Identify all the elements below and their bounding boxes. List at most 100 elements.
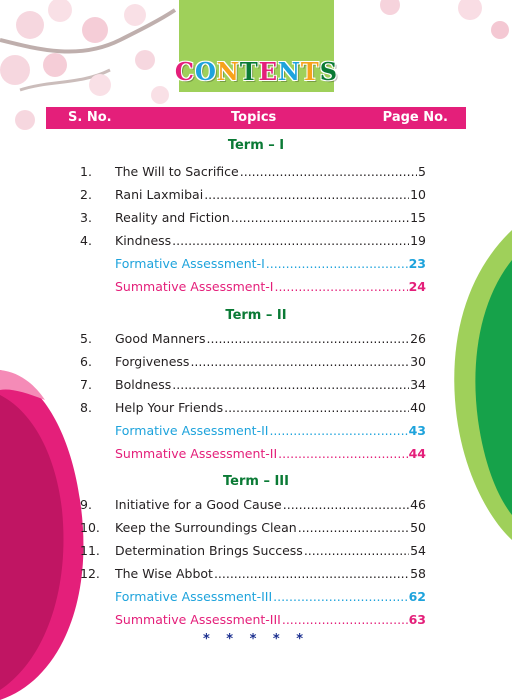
toc-row[interactable]: 6. Forgiveness .........................… — [80, 354, 426, 372]
toc-row-formative[interactable]: Formative Assessment-II ................… — [80, 423, 426, 441]
row-page: 30 — [410, 354, 426, 369]
row-page: 23 — [408, 256, 426, 271]
row-number: 3. — [80, 210, 92, 225]
dot-leader: ........................................… — [239, 164, 417, 179]
row-number: 11. — [80, 543, 100, 558]
toc-row-formative[interactable]: Formative Assessment-III ...............… — [80, 589, 426, 607]
toc-row[interactable]: 9. Initiative for a Good Cause .........… — [80, 497, 426, 515]
row-number: 5. — [80, 331, 92, 346]
toc-row-formative[interactable]: Formative Assessment-I .................… — [80, 256, 426, 274]
toc-row[interactable]: 4. Kindness ............................… — [80, 233, 426, 251]
blossom-branch-illustration — [0, 0, 177, 130]
row-number: 2. — [80, 187, 92, 202]
row-number: 7. — [80, 377, 92, 392]
row-page: 19 — [410, 233, 426, 248]
row-page: 10 — [410, 187, 426, 202]
row-topic: Summative Assessment-I — [115, 279, 274, 294]
row-number: 9. — [80, 497, 92, 512]
row-number: 1. — [80, 164, 92, 179]
row-page: 58 — [410, 566, 426, 581]
dot-leader: ........................................… — [172, 377, 409, 392]
dot-leader: ........................................… — [297, 520, 409, 535]
row-topic: Reality and Fiction — [115, 210, 230, 225]
dot-leader: ........................................… — [224, 400, 410, 415]
row-topic: Determination Brings Success — [115, 543, 303, 558]
toc-row-summative[interactable]: Summative Assessment-II ................… — [80, 446, 426, 464]
dot-leader: ........................................… — [230, 210, 409, 225]
toc-row-summative[interactable]: Summative Assessment-III ...............… — [80, 612, 426, 630]
toc-row-summative[interactable]: Summative Assessment-I .................… — [80, 279, 426, 297]
dot-leader: ........................................… — [278, 446, 407, 461]
row-topic: Formative Assessment-I — [115, 256, 265, 271]
row-topic: Forgiveness — [115, 354, 190, 369]
row-topic: Formative Assessment-II — [115, 423, 269, 438]
dot-leader: ........................................… — [269, 423, 407, 438]
dot-leader: ........................................… — [190, 354, 409, 369]
dot-leader: ........................................… — [204, 187, 409, 202]
title-letter: N — [216, 57, 240, 86]
row-page: 50 — [410, 520, 426, 535]
table-header: S. No. Topics Page No. — [46, 107, 466, 129]
title-letter: O — [194, 57, 217, 86]
dot-leader: ........................................… — [172, 233, 409, 248]
toc-row[interactable]: 5. Good Manners ........................… — [80, 331, 426, 349]
row-topic: The Wise Abbot — [115, 566, 213, 581]
footer-stars: * * * * * — [202, 632, 310, 647]
row-page: 63 — [408, 612, 426, 627]
dot-leader: ........................................… — [265, 256, 408, 271]
row-topic: Summative Assessment-II — [115, 446, 278, 461]
dot-leader: ........................................… — [303, 543, 409, 558]
row-page: 43 — [408, 423, 426, 438]
title-letter: T — [300, 57, 320, 86]
row-page: 34 — [410, 377, 426, 392]
toc-row[interactable]: 1. The Will to Sacrifice ...............… — [80, 164, 426, 182]
header-serial-number: S. No. — [68, 110, 112, 125]
row-number: 8. — [80, 400, 92, 415]
blossom-top-right-illustration — [380, 0, 509, 39]
row-page: 40 — [410, 400, 426, 415]
row-topic: Initiative for a Good Cause — [115, 497, 282, 512]
row-page: 44 — [408, 446, 426, 461]
row-number: 6. — [80, 354, 92, 369]
row-topic: Formative Assessment-III — [115, 589, 273, 604]
toc-row[interactable]: 11. Determination Brings Success .......… — [80, 543, 426, 561]
row-page: 15 — [410, 210, 426, 225]
toc-row[interactable]: 8. Help Your Friends ...................… — [80, 400, 426, 418]
row-page: 24 — [408, 279, 426, 294]
toc-row[interactable]: 3. Reality and Fiction .................… — [80, 210, 426, 228]
dot-leader: ........................................… — [273, 589, 408, 604]
toc-row[interactable]: 7. Boldness ............................… — [80, 377, 426, 395]
row-page: 26 — [410, 331, 426, 346]
row-topic: Summative Assessment-III — [115, 612, 281, 627]
row-number: 12. — [80, 566, 100, 581]
dot-leader: ........................................… — [281, 612, 408, 627]
title-letter: T — [239, 57, 259, 86]
row-topic: Kindness — [115, 233, 172, 248]
term-heading-3: Term – III — [223, 474, 289, 489]
row-page: 5 — [418, 164, 426, 179]
toc-row[interactable]: 2. Rani Laxmibai .......................… — [80, 187, 426, 205]
title-box: CONTENTS — [175, 0, 337, 92]
header-page-number: Page No. — [382, 110, 448, 125]
title-letter: E — [258, 57, 278, 86]
row-topic: Help Your Friends — [115, 400, 224, 415]
title-letter: N — [277, 57, 301, 86]
row-page: 54 — [410, 543, 426, 558]
row-number: 10. — [80, 520, 100, 535]
row-page: 62 — [408, 589, 426, 604]
term-heading-2: Term – II — [225, 308, 287, 323]
dot-leader: ........................................… — [213, 566, 410, 581]
header-topics: Topics — [231, 110, 277, 125]
row-topic: Good Manners — [115, 331, 206, 346]
row-topic: Keep the Surroundings Clean — [115, 520, 297, 535]
row-topic: Boldness — [115, 377, 172, 392]
title-letter: S — [319, 57, 339, 86]
contents-title: CONTENTS — [175, 57, 338, 86]
dot-leader: ........................................… — [206, 331, 410, 346]
row-topic: Rani Laxmibai — [115, 187, 204, 202]
toc-row[interactable]: 10. Keep the Surroundings Clean ........… — [80, 520, 426, 538]
dot-leader: ........................................… — [282, 497, 409, 512]
row-number: 4. — [80, 233, 92, 248]
toc-row[interactable]: 12. The Wise Abbot .....................… — [80, 566, 426, 584]
